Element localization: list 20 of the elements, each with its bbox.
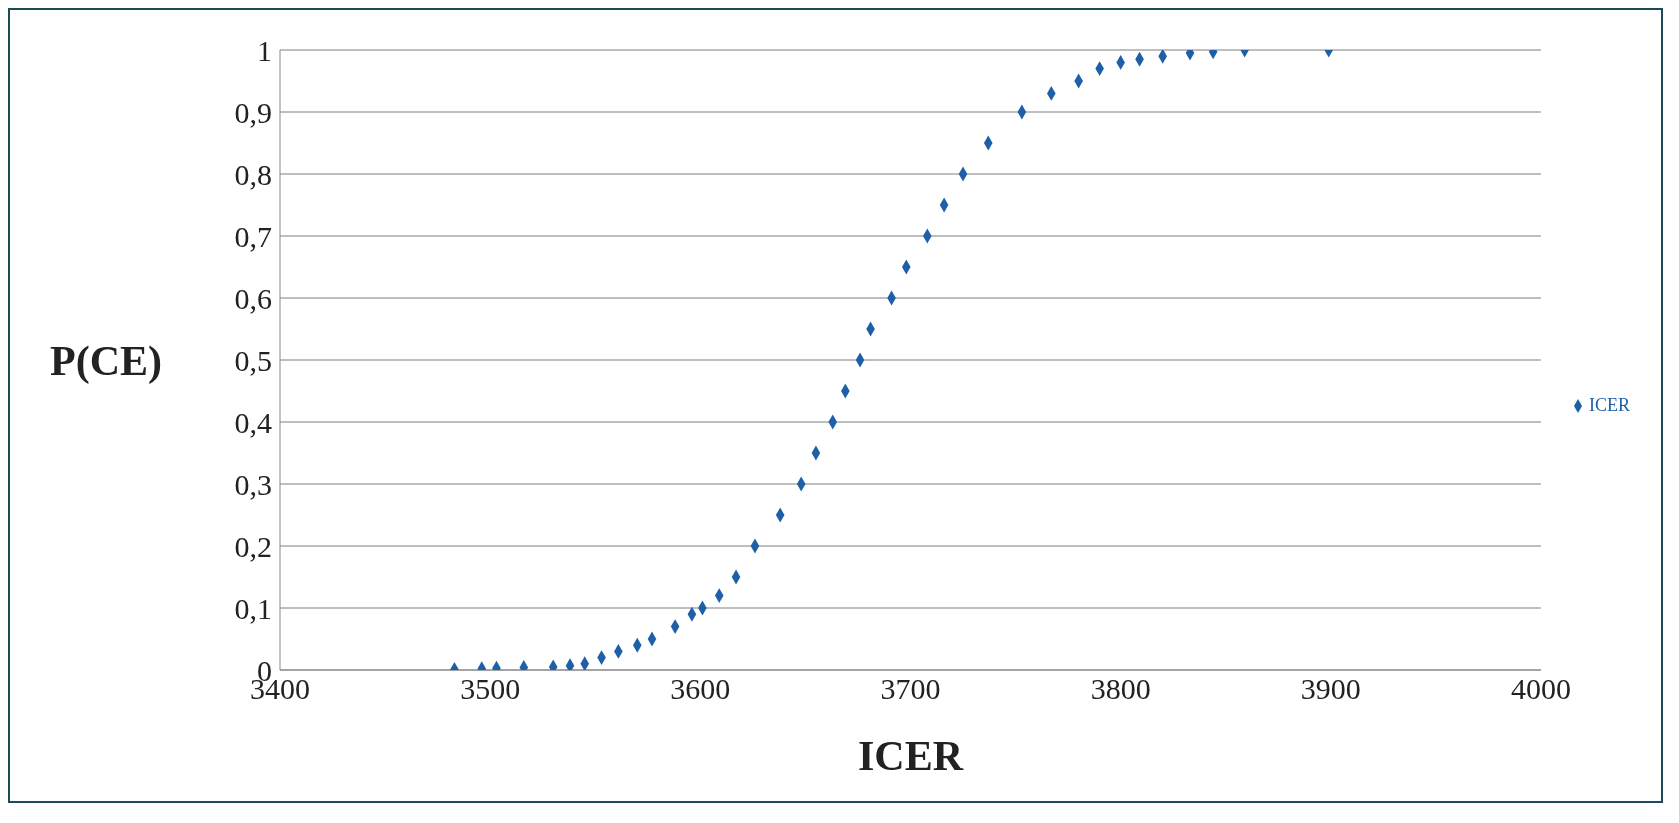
x-tick-label: 3500 bbox=[460, 672, 521, 706]
x-tick-label: 3600 bbox=[670, 672, 731, 706]
x-axis-title: ICER bbox=[857, 733, 964, 779]
x-tick-label: 3800 bbox=[1090, 672, 1151, 706]
y-tick-label: 0,3 bbox=[234, 467, 272, 501]
y-tick-label: 0,2 bbox=[234, 529, 272, 563]
y-tick-label: 0,9 bbox=[234, 95, 272, 129]
y-tick-label: 0,6 bbox=[234, 281, 272, 315]
y-tick-label: 1 bbox=[257, 33, 272, 67]
x-tick-label: 4000 bbox=[1510, 672, 1571, 706]
y-tick-label: 0,1 bbox=[234, 591, 272, 625]
x-tick-label: 3700 bbox=[880, 672, 941, 706]
x-tick-label: 3900 bbox=[1300, 672, 1361, 706]
y-tick-label: 0,8 bbox=[234, 157, 272, 191]
legend-label: ICER bbox=[1588, 394, 1630, 415]
point bbox=[580, 656, 590, 670]
y-tick-label: 0,4 bbox=[234, 405, 272, 439]
y-axis-title: P(CE) bbox=[50, 337, 162, 385]
y-tick-label: 0,5 bbox=[234, 343, 272, 377]
y-tick-label: 0,7 bbox=[234, 219, 272, 253]
